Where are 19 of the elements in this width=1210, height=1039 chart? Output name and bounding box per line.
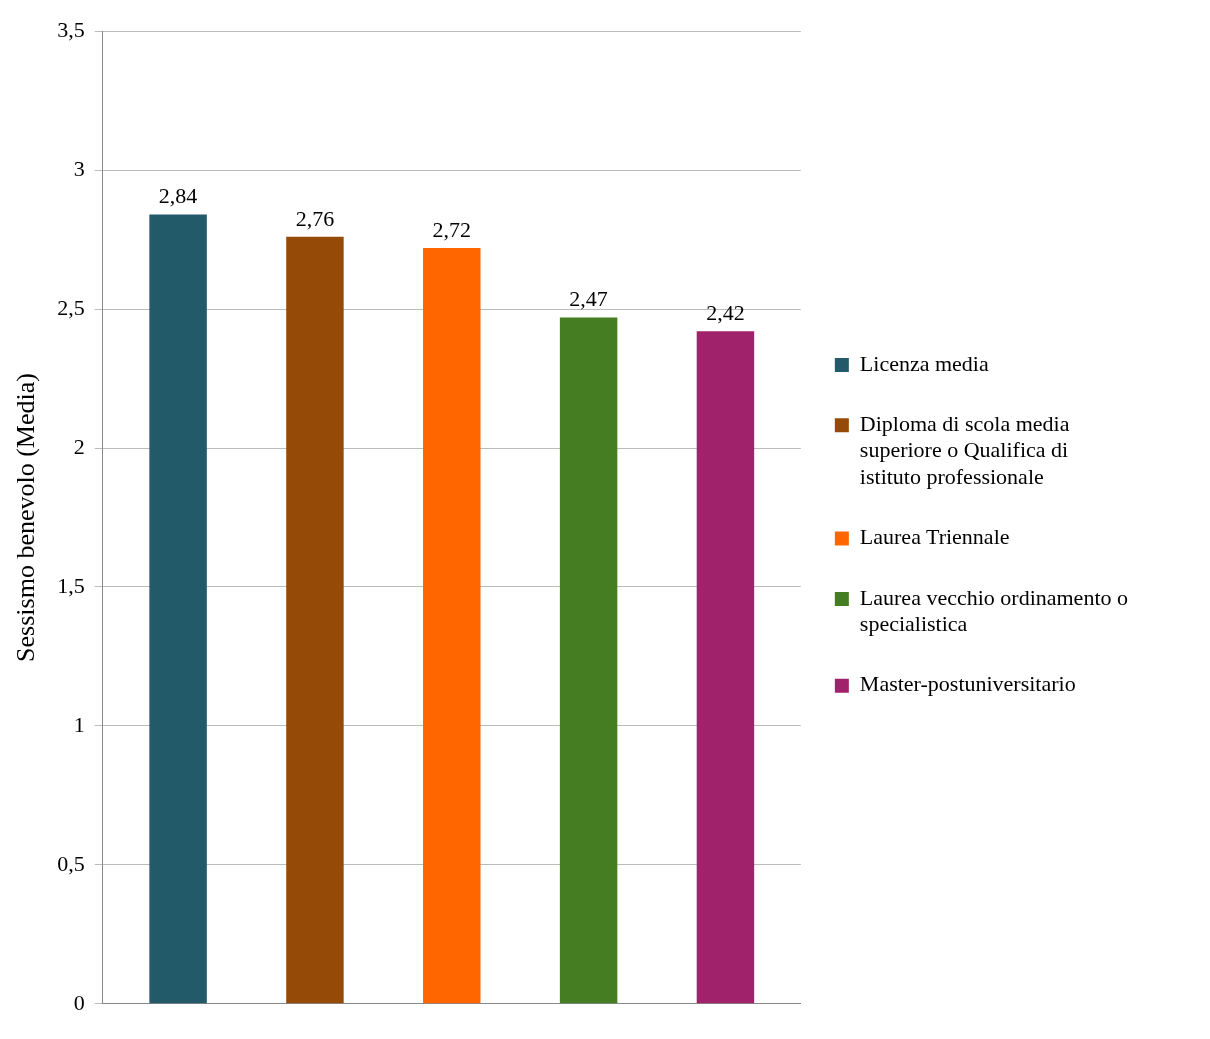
y-tick-label: 2	[73, 433, 85, 459]
legend-label: Laurea Triennale	[859, 524, 1010, 550]
data-label: 2,47	[569, 286, 608, 312]
legend-label: Diploma di scola media superiore o Qualifica di istituto professionale	[859, 411, 1070, 489]
data-label: 2,42	[706, 300, 745, 326]
y-tick-label: 0	[73, 989, 85, 1015]
data-label: 2,76	[295, 205, 335, 231]
y-tick-label: 3,5	[57, 16, 85, 42]
legend-label: Master-postuniversitario	[859, 671, 1076, 697]
data-label: 2,72	[432, 216, 472, 242]
y-tick-label: 3	[73, 155, 85, 181]
legend-label: Laurea vecchio ordinamento o specialistica	[859, 584, 1129, 637]
y-tick-label: 0,5	[57, 850, 85, 876]
legend-label: Licenza media	[859, 350, 989, 376]
y-tick-label: 2,5	[57, 294, 85, 320]
y-tick-label: 1,5	[57, 572, 85, 598]
y-axis-title: Sessismo benevolo (Media)	[11, 373, 41, 662]
data-label: 2,84	[158, 183, 198, 209]
y-tick-label: 1	[73, 711, 85, 737]
